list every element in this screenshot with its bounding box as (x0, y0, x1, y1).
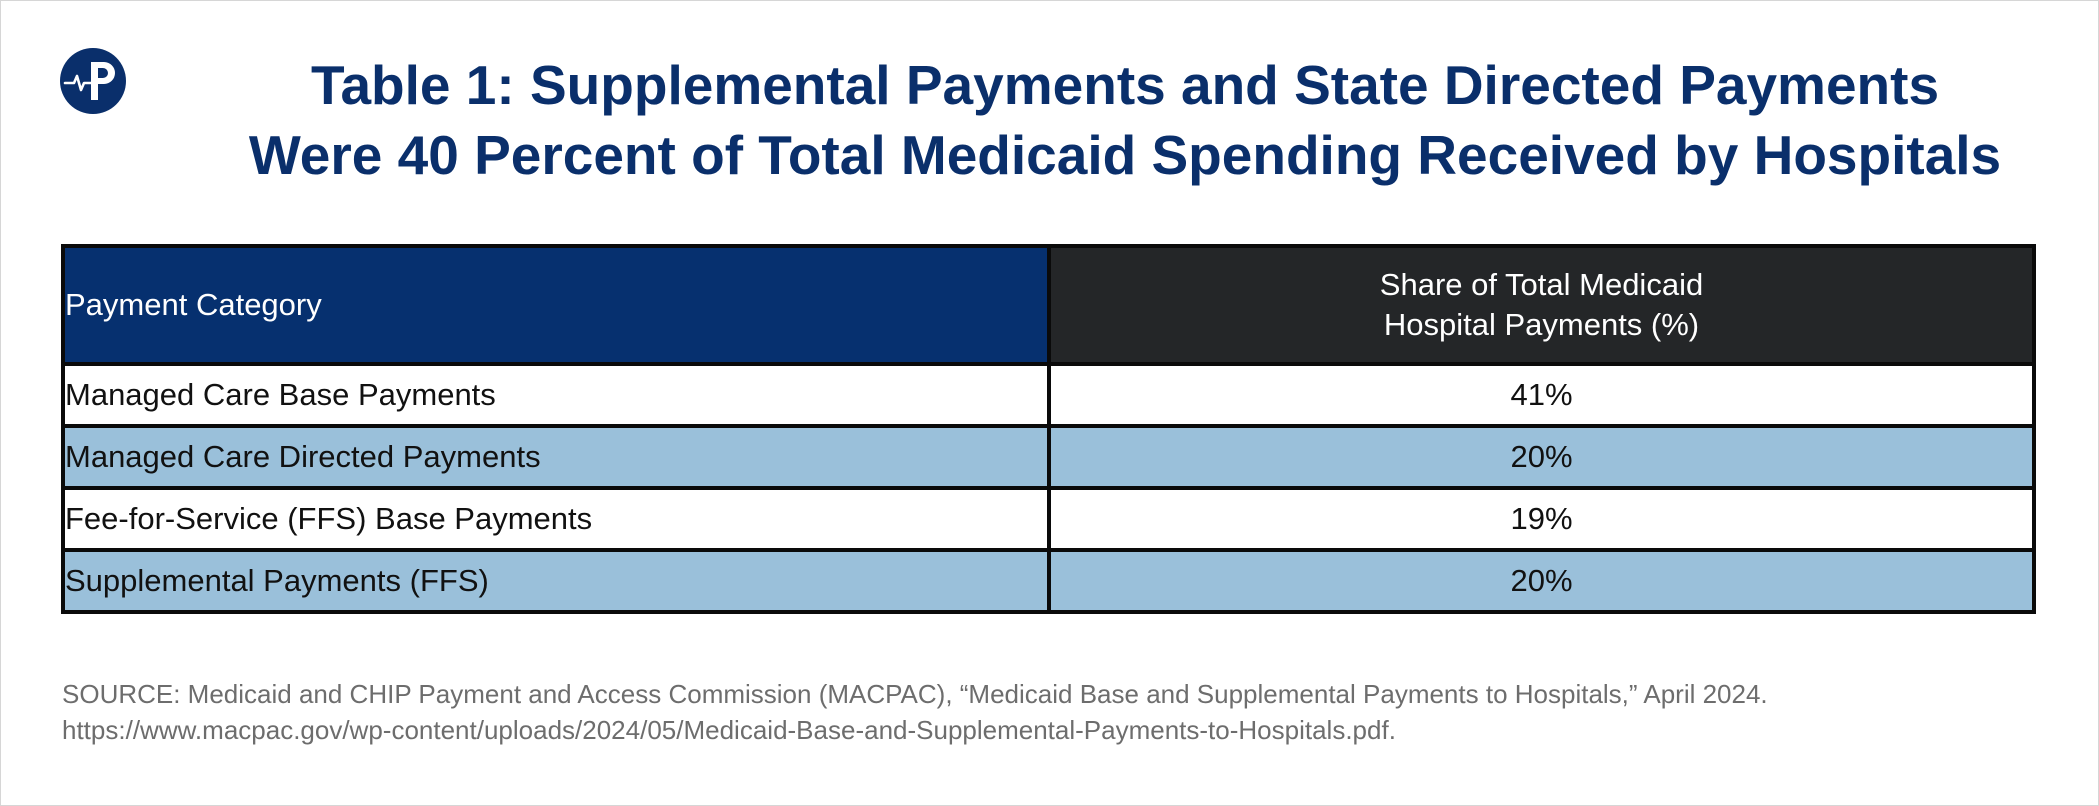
category-cell: Supplemental Payments (FFS) (61, 548, 1051, 614)
category-cell: Managed Care Base Payments (61, 362, 1051, 428)
page-title: Table 1: Supplemental Payments and State… (150, 50, 2099, 190)
header-payment-category: Payment Category (61, 244, 1051, 366)
payments-table: Payment Category Share of Total Medicaid… (61, 244, 2036, 614)
heartbeat-p-logo-icon (60, 48, 126, 114)
table-row: Managed Care Directed Payments 20% (61, 424, 2036, 490)
share-cell: 41% (1047, 362, 2036, 428)
share-cell: 19% (1047, 486, 2036, 552)
table-row: Supplemental Payments (FFS) 20% (61, 548, 2036, 614)
header-share-of-payments: Share of Total Medicaid Hospital Payment… (1047, 244, 2036, 366)
category-cell: Managed Care Directed Payments (61, 424, 1051, 490)
source-line-1: SOURCE: Medicaid and CHIP Payment and Ac… (62, 679, 1768, 709)
title-line-2: Were 40 Percent of Total Medicaid Spendi… (248, 124, 2002, 186)
share-cell: 20% (1047, 424, 2036, 490)
table-row: Fee-for-Service (FFS) Base Payments 19% (61, 486, 2036, 552)
table-header-row: Payment Category Share of Total Medicaid… (61, 244, 2036, 366)
table-row: Managed Care Base Payments 41% (61, 362, 2036, 428)
source-note: SOURCE: Medicaid and CHIP Payment and Ac… (62, 676, 2062, 748)
header-share-line-2: Hospital Payments (%) (1383, 307, 1700, 342)
share-cell: 20% (1047, 548, 2036, 614)
category-cell: Fee-for-Service (FFS) Base Payments (61, 486, 1051, 552)
title-line-1: Table 1: Supplemental Payments and State… (310, 54, 1940, 116)
header-share-line-1: Share of Total Medicaid (1379, 267, 1704, 302)
source-url: https://www.macpac.gov/wp-content/upload… (62, 715, 1396, 745)
